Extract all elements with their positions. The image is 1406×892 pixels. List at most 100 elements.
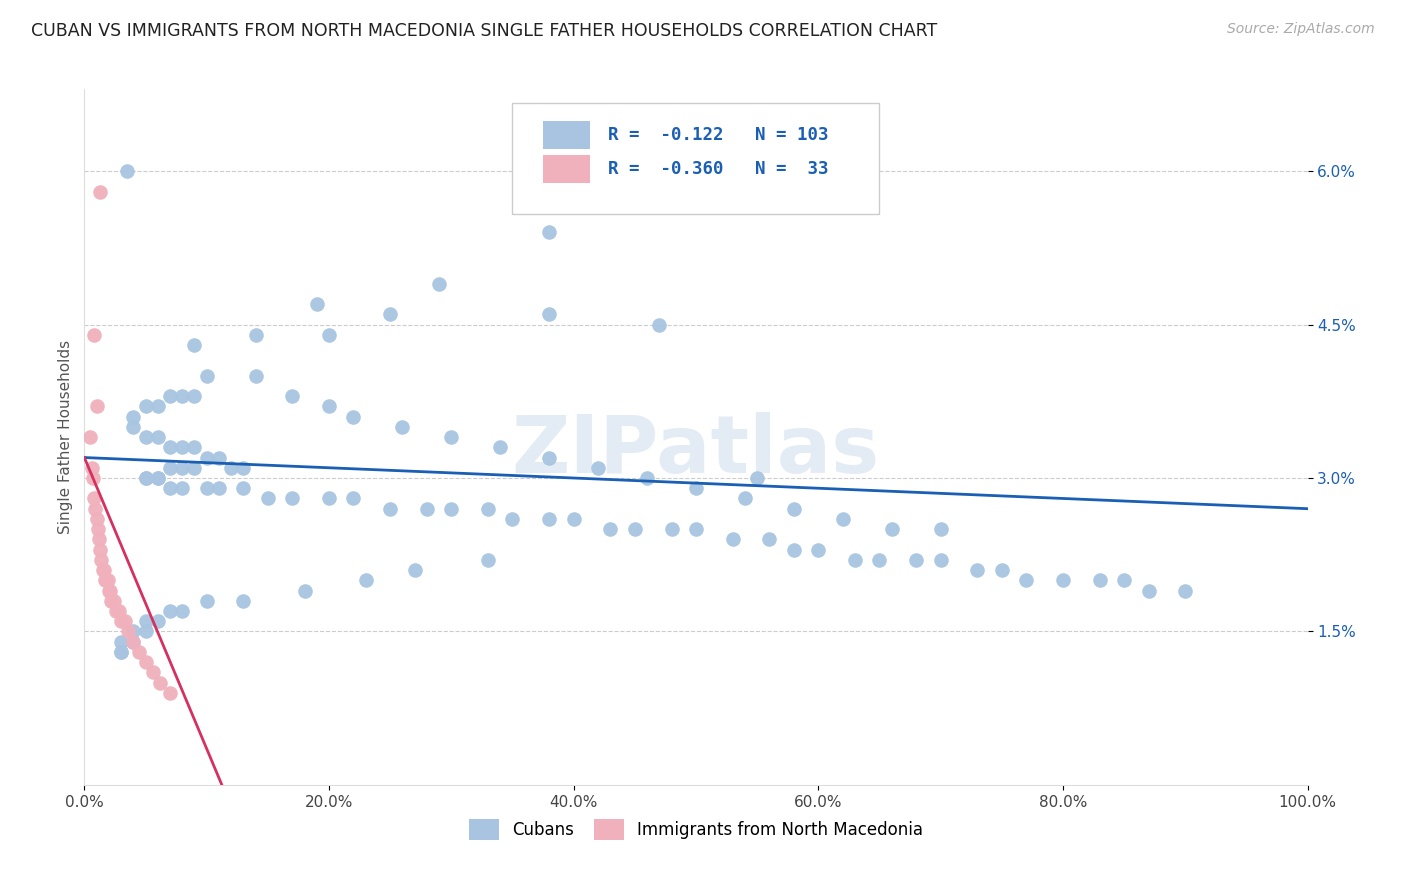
Point [318, 327, 340, 342]
Point [380, 307, 402, 321]
Point [159, 389, 181, 403]
Point [440, 501, 463, 516]
Point [122, 634, 145, 648]
Text: R =  -0.360   N =  33: R = -0.360 N = 33 [607, 161, 828, 178]
Point [232, 594, 254, 608]
Point [105, 604, 128, 618]
Point [159, 440, 181, 454]
Point [183, 460, 205, 475]
Point [1137, 583, 1160, 598]
FancyBboxPatch shape [513, 103, 880, 214]
Text: Source: ZipAtlas.com: Source: ZipAtlas.com [1227, 22, 1375, 37]
Point [146, 614, 169, 628]
Point [79, 430, 101, 444]
Point [149, 675, 172, 690]
Point [1174, 583, 1197, 598]
Point [991, 563, 1014, 577]
Point [83, 491, 105, 506]
Point [354, 574, 377, 588]
Point [232, 460, 254, 475]
Point [122, 409, 145, 424]
Point [146, 471, 169, 485]
Point [94, 574, 117, 588]
Point [172, 481, 194, 495]
Point [1052, 574, 1074, 588]
Point [685, 481, 707, 495]
Point [257, 491, 280, 506]
Text: R =  -0.122   N = 103: R = -0.122 N = 103 [607, 126, 828, 145]
Point [82, 471, 104, 485]
Point [440, 430, 463, 444]
Point [245, 368, 267, 383]
Point [281, 491, 304, 506]
Point [318, 491, 340, 506]
Point [391, 420, 413, 434]
Point [142, 665, 165, 680]
Point [84, 501, 107, 516]
Point [869, 553, 891, 567]
Point [624, 522, 647, 536]
Point [146, 430, 169, 444]
Point [721, 533, 744, 547]
Point [135, 624, 157, 639]
Point [648, 318, 671, 332]
Point [87, 522, 110, 536]
FancyBboxPatch shape [543, 121, 589, 149]
Point [562, 512, 585, 526]
Point [122, 420, 145, 434]
Point [219, 460, 242, 475]
Point [183, 389, 205, 403]
Point [135, 655, 157, 669]
Point [294, 583, 316, 598]
Point [114, 614, 136, 628]
FancyBboxPatch shape [543, 155, 589, 183]
Point [98, 583, 121, 598]
Point [905, 553, 928, 567]
Point [83, 327, 105, 342]
Point [929, 522, 952, 536]
Point [586, 460, 609, 475]
Point [135, 471, 157, 485]
Point [342, 409, 364, 424]
Point [489, 440, 512, 454]
Point [172, 460, 194, 475]
Point [636, 471, 658, 485]
Point [342, 491, 364, 506]
Point [807, 542, 830, 557]
Point [734, 491, 756, 506]
Point [1114, 574, 1136, 588]
Point [966, 563, 988, 577]
Point [89, 185, 111, 199]
Point [747, 471, 769, 485]
Point [427, 277, 450, 291]
Point [538, 226, 561, 240]
Point [929, 553, 952, 567]
Point [208, 450, 231, 465]
Point [135, 471, 157, 485]
Point [135, 400, 157, 414]
Point [87, 533, 110, 547]
Point [661, 522, 683, 536]
Text: CUBAN VS IMMIGRANTS FROM NORTH MACEDONIA SINGLE FATHER HOUSEHOLDS CORRELATION CH: CUBAN VS IMMIGRANTS FROM NORTH MACEDONIA… [31, 22, 938, 40]
Point [110, 634, 132, 648]
Point [880, 522, 903, 536]
Point [135, 614, 157, 628]
Point [110, 645, 132, 659]
Point [195, 450, 218, 465]
Point [599, 522, 621, 536]
Point [195, 481, 218, 495]
Point [80, 460, 103, 475]
Point [159, 686, 181, 700]
Point [183, 338, 205, 352]
Point [758, 533, 780, 547]
Point [538, 512, 561, 526]
Point [318, 400, 340, 414]
Point [208, 481, 231, 495]
Point [100, 594, 122, 608]
Point [97, 583, 120, 598]
Point [183, 440, 205, 454]
Text: ZIPatlas: ZIPatlas [512, 412, 880, 490]
Point [245, 327, 267, 342]
Point [110, 645, 132, 659]
Point [477, 501, 499, 516]
